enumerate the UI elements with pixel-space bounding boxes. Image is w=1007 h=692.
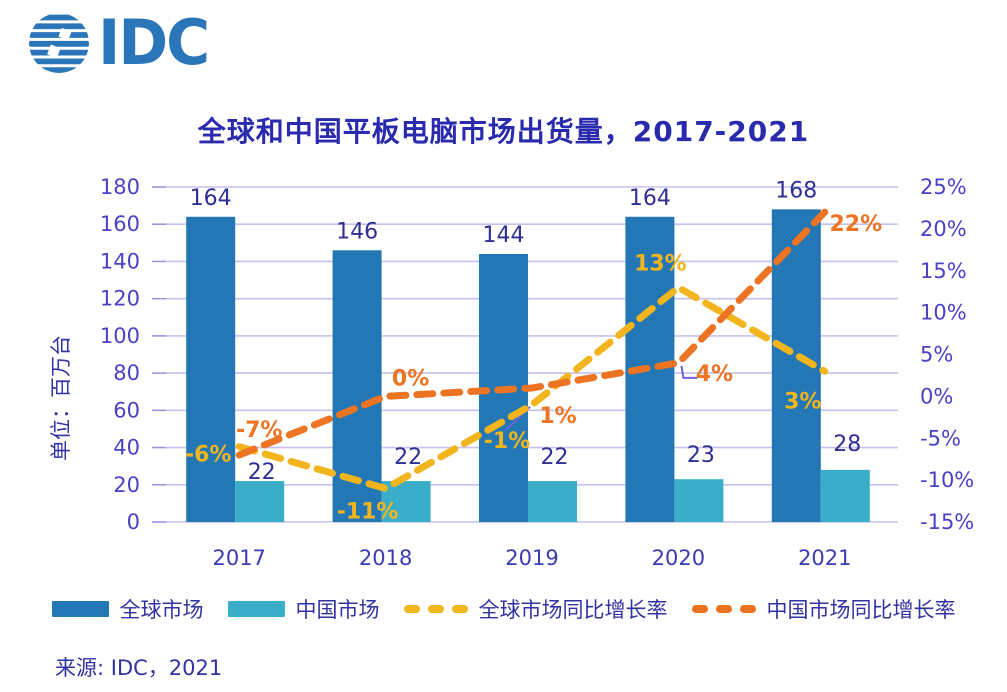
right-axis-tick-label: 15% bbox=[920, 259, 967, 283]
pct-label-global: -11% bbox=[337, 500, 399, 525]
line-china-growth bbox=[235, 208, 829, 459]
bar-label-china: 22 bbox=[541, 445, 569, 470]
bar-label-global: 144 bbox=[483, 223, 525, 248]
left-axis-tick-label: 20 bbox=[113, 473, 140, 497]
left-axis-tick-label: 120 bbox=[100, 287, 140, 311]
year-label: 2020 bbox=[652, 546, 705, 570]
legend-item-global-market: 全球市场 bbox=[51, 594, 204, 624]
legend-swatch-china-growth bbox=[691, 605, 756, 613]
bar-china-2021 bbox=[820, 469, 870, 522]
left-axis-tick-label: 160 bbox=[100, 212, 140, 236]
bar-label-china: 23 bbox=[687, 443, 715, 468]
pct-label-china: 0% bbox=[392, 366, 429, 391]
bar-label-global: 146 bbox=[336, 219, 378, 244]
legend-label-global-growth: 全球市场同比增长率 bbox=[478, 598, 668, 622]
idc-logo-text: IDC bbox=[98, 6, 210, 80]
right-axis-tick-label: -10% bbox=[920, 468, 974, 492]
bar-china-2018 bbox=[381, 481, 431, 522]
left-axis-tick-label: 40 bbox=[113, 436, 140, 460]
chart-legend: 全球市场 中国市场 全球市场同比增长率 中国市场同比增长率 bbox=[0, 594, 1007, 624]
pct-label-china: 1% bbox=[539, 404, 576, 429]
legend-item-global-growth: 全球市场同比增长率 bbox=[403, 594, 668, 624]
right-axis-tick-label: 25% bbox=[920, 175, 967, 199]
bar-label-china: 22 bbox=[394, 445, 422, 470]
year-label: 2018 bbox=[359, 546, 412, 570]
left-axis-tick-label: 140 bbox=[100, 249, 140, 273]
legend-label-china-growth: 中国市场同比增长率 bbox=[766, 598, 956, 622]
bar-label-global: 164 bbox=[629, 186, 671, 211]
pct-label-china: 22% bbox=[829, 212, 882, 237]
pct-label-global: -1% bbox=[484, 429, 530, 454]
pct-label-global: 3% bbox=[784, 389, 821, 414]
left-axis-tick-label: 100 bbox=[100, 324, 140, 348]
legend-swatch-global-market bbox=[51, 601, 109, 617]
bar-label-global: 164 bbox=[190, 186, 232, 211]
left-axis-tick-label: 0 bbox=[127, 510, 140, 534]
pct-label-global: -6% bbox=[185, 443, 231, 468]
bar-label-china: 28 bbox=[833, 432, 861, 457]
left-axis-tick-label: 60 bbox=[113, 398, 140, 422]
year-label: 2019 bbox=[505, 546, 558, 570]
label-leader-elbow bbox=[680, 365, 698, 379]
pct-label-china: -7% bbox=[236, 418, 282, 443]
left-axis-tick-label: 180 bbox=[100, 175, 140, 199]
bar-china-2017 bbox=[235, 481, 285, 522]
legend-label-china-market: 中国市场 bbox=[295, 598, 380, 622]
right-axis-tick-label: -15% bbox=[920, 510, 974, 534]
bar-china-2020 bbox=[674, 479, 724, 522]
legend-item-china-market: 中国市场 bbox=[227, 594, 380, 624]
idc-logo: IDC bbox=[28, 6, 210, 80]
bar-global-2017 bbox=[186, 216, 236, 522]
year-label: 2021 bbox=[798, 546, 851, 570]
chart-title: 全球和中国平板电脑市场出货量，2017-2021 bbox=[197, 115, 810, 148]
right-axis-tick-label: 10% bbox=[920, 301, 967, 325]
legend-swatch-global-growth bbox=[403, 605, 468, 613]
legend-label-global-market: 全球市场 bbox=[119, 598, 204, 622]
source-note: 来源: IDC，2021 bbox=[55, 656, 223, 680]
right-axis-tick-label: 5% bbox=[920, 343, 953, 367]
right-axis-tick-label: 0% bbox=[920, 384, 953, 408]
left-axis-tick-label: 80 bbox=[113, 361, 140, 385]
right-axis-tick-label: -5% bbox=[920, 426, 961, 450]
idc-globe-icon bbox=[29, 14, 89, 73]
bar-label-china: 22 bbox=[248, 460, 276, 485]
legend-swatch-china-market bbox=[227, 601, 285, 617]
legend-item-china-growth: 中国市场同比增长率 bbox=[691, 594, 956, 624]
bar-china-2019 bbox=[528, 481, 577, 522]
pct-label-global: 13% bbox=[634, 252, 687, 277]
year-label: 2017 bbox=[212, 546, 265, 570]
pct-label-china: 4% bbox=[696, 362, 733, 387]
right-axis-tick-label: 20% bbox=[920, 217, 967, 241]
bar-label-global: 168 bbox=[775, 178, 817, 203]
